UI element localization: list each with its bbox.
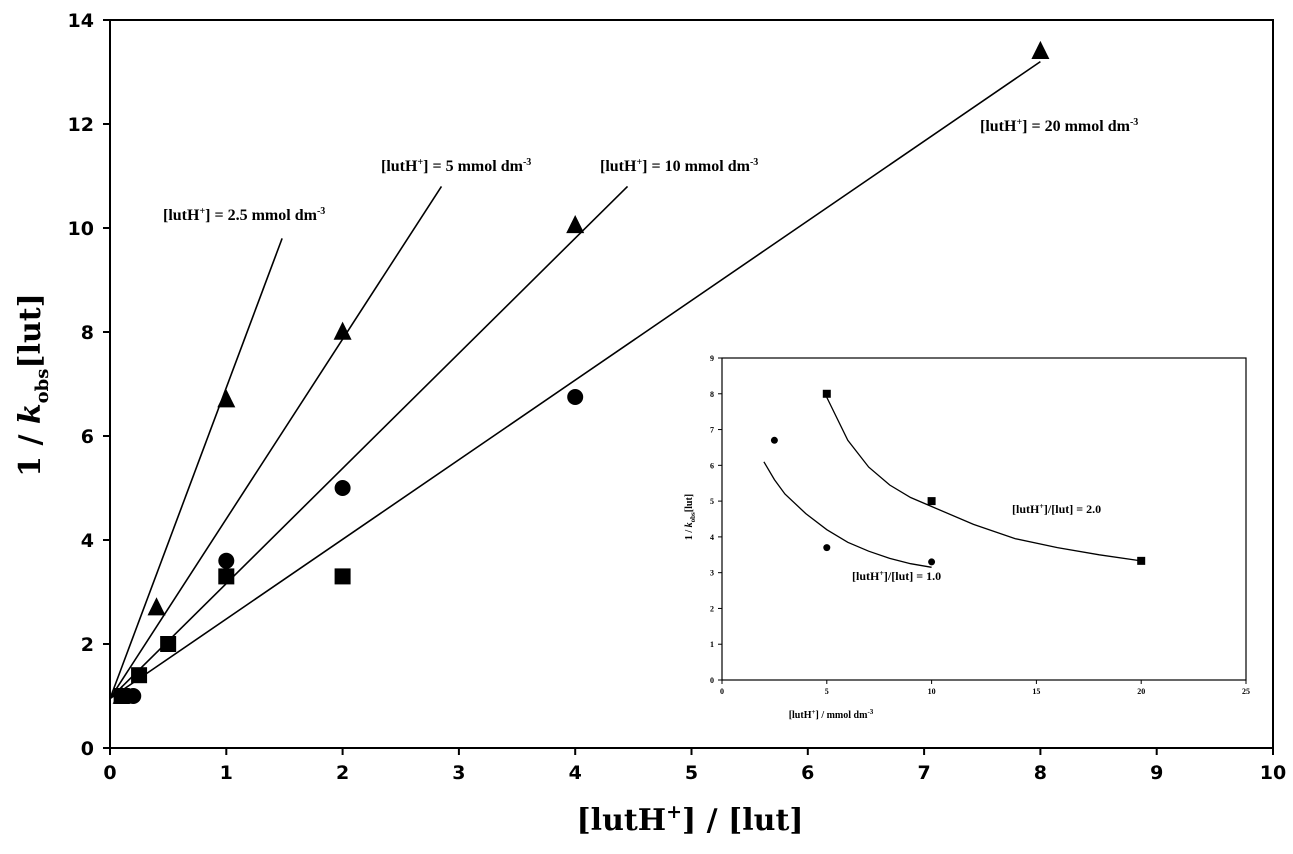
main-x-tick-label: 1 [220, 762, 233, 784]
main-y-tick-label: 14 [68, 10, 94, 32]
inset-square-point [822, 389, 831, 398]
inset-x-tick-label: 20 [1137, 687, 1145, 696]
main-fit-line [109, 185, 443, 700]
main-y-tick-label: 8 [81, 322, 94, 344]
main-triangle-point [566, 215, 585, 234]
main-square-point [160, 636, 177, 652]
main-x-tick-label: 9 [1150, 762, 1163, 784]
inset-square-point [1137, 556, 1146, 565]
inset-y-tick-label: 1 [710, 640, 714, 649]
inset-y-tick-label: 9 [710, 354, 714, 363]
inset-y-tick-label: 8 [710, 390, 714, 399]
main-square-point [218, 568, 235, 585]
inset-background [716, 354, 1251, 682]
inset-x-tick-label: 25 [1242, 687, 1250, 696]
inset-y-tick-label: 4 [710, 533, 714, 542]
inset-x-tick-label: 0 [720, 687, 724, 696]
main-x-tick-label: 10 [1260, 762, 1286, 784]
main-x-tick-label: 5 [685, 762, 698, 784]
main-x-tick-label: 7 [917, 762, 930, 784]
main-x-tick-label: 0 [103, 762, 116, 784]
main-fit-line [109, 60, 1041, 700]
annotation-lutH-10: [lutH+] = 10 mmol dm-3 [600, 157, 758, 175]
inset-y-tick-label: 0 [710, 676, 714, 685]
main-triangle-point [333, 321, 352, 340]
annotation-lutH-5: [lutH+] = 5 mmol dm-3 [381, 157, 531, 175]
inset-y-tick-label: 7 [710, 426, 714, 435]
main-y-tick-label: 0 [81, 738, 94, 760]
inset-y-tick-label: 2 [710, 604, 714, 613]
main-fit-line [109, 185, 629, 700]
inset-x-tick-label: 5 [825, 687, 829, 696]
main-y-tick-label: 2 [81, 634, 94, 656]
inset-fit-curve [826, 397, 1142, 562]
main-x-tick-label: 3 [452, 762, 465, 784]
main-y-tick-label: 12 [68, 114, 94, 136]
main-square-point [334, 568, 351, 585]
main-x-tick-label: 6 [801, 762, 814, 784]
inset-y-axis-title: 1 / kobs[lut] [684, 494, 697, 540]
inset-circle-point [770, 436, 778, 444]
main-circle-point [218, 552, 235, 569]
main-square-point [131, 667, 148, 684]
annotation-lutH-20: [lutH+] = 20 mmol dm-3 [980, 117, 1138, 135]
main-triangle-point [1031, 40, 1050, 59]
main-y-tick-label: 10 [68, 218, 94, 240]
inset-annotation-ratio-1: [lutH+]/[lut] = 1.0 [852, 569, 941, 583]
inset-circle-point [823, 544, 831, 552]
main-x-tick-label: 2 [336, 762, 349, 784]
annotation-lutH-2.5: [lutH+] = 2.5 mmol dm-3 [163, 206, 325, 224]
inset-y-tick-label: 5 [710, 497, 714, 506]
inset-x-axis-title: [lutH+] / mmol dm-3 [789, 708, 874, 721]
main-fit-line [109, 238, 283, 699]
main-y-axis-title: 1 / kobs[lut] [13, 293, 53, 477]
inset-circle-point [928, 558, 936, 566]
main-circle-point [334, 480, 351, 496]
main-x-tick-label: 4 [569, 762, 582, 784]
main-x-axis-title: [lutH+] / [lut] [576, 801, 803, 838]
inset-plot: 0 5 10 15 20 25 0 1 2 3 4 5 6 7 8 9 [710, 354, 1250, 696]
inset-plot-frame [721, 357, 1247, 681]
inset-x-tick-label: 15 [1032, 687, 1040, 696]
main-circle-point [567, 389, 584, 405]
inset-fit-curve [763, 461, 932, 568]
main-y-tick-label: 6 [81, 426, 94, 448]
inset-y-tick-label: 3 [710, 569, 714, 578]
main-square-point [113, 688, 130, 704]
main-triangle-point [217, 389, 236, 408]
main-x-tick-label: 8 [1034, 762, 1047, 784]
main-y-tick-label: 4 [81, 530, 94, 552]
inset-y-tick-label: 6 [710, 461, 714, 470]
inset-x-tick-label: 10 [928, 687, 936, 696]
inset-square-point [927, 497, 936, 506]
main-triangle-point [147, 597, 166, 616]
inset-annotation-ratio-2: [lutH+]/[lut] = 2.0 [1012, 502, 1101, 516]
